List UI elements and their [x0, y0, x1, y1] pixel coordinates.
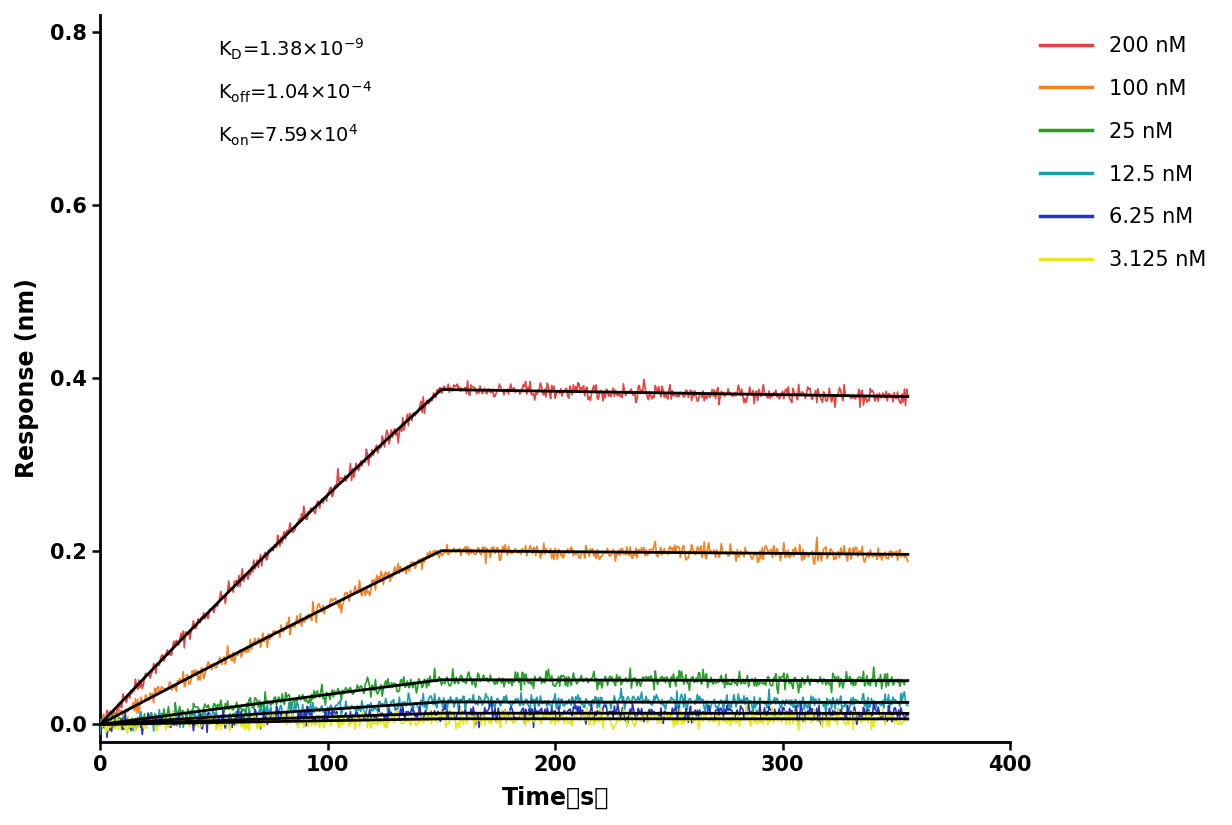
Y-axis label: Response (nm): Response (nm) [15, 278, 39, 478]
Text: K$_{\mathregular{D}}$=1.38×10$^{-9}$
K$_{\mathregular{off}}$=1.04×10$^{-4}$
K$_{: K$_{\mathregular{D}}$=1.38×10$^{-9}$ K$_… [218, 37, 372, 148]
Legend: 200 nM, 100 nM, 25 nM, 12.5 nM, 6.25 nM, 3.125 nM: 200 nM, 100 nM, 25 nM, 12.5 nM, 6.25 nM,… [1030, 26, 1216, 281]
X-axis label: Time（s）: Time（s） [501, 786, 609, 810]
